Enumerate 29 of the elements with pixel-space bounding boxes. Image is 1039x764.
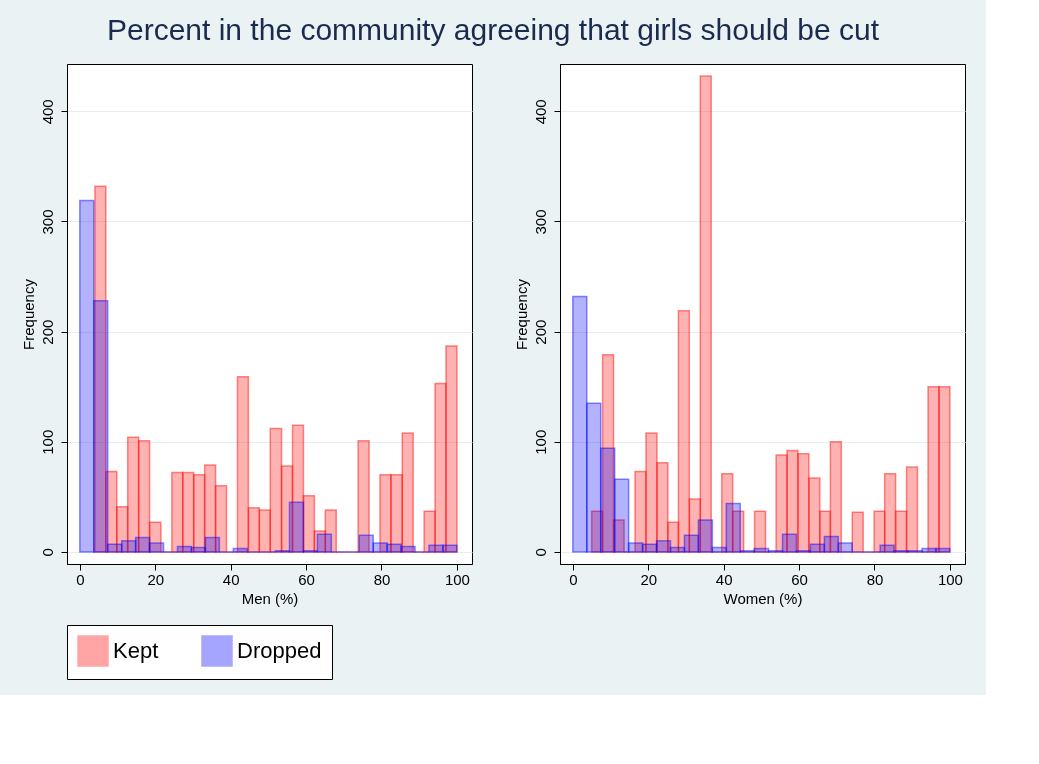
y-tick-label: 200	[531, 319, 549, 345]
x-tick-label: 100	[937, 570, 963, 588]
x-tick-label: 80	[866, 570, 884, 588]
y-tick-label: 400	[38, 99, 56, 125]
legend-label: Kept	[113, 638, 159, 663]
x-tick-label: 100	[444, 570, 470, 588]
x-axis-title: Women (%)	[723, 589, 803, 607]
x-tick-label: 60	[791, 570, 808, 588]
y-tick-label: 300	[38, 209, 56, 235]
y-tick-label: 100	[38, 429, 56, 455]
x-tick-label: 40	[222, 570, 240, 588]
y-tick-label: 300	[531, 209, 549, 235]
x-tick-label: 40	[715, 570, 733, 588]
x-tick-label: 0	[569, 570, 578, 588]
x-axis-title: Men (%)	[241, 589, 299, 607]
y-axis-title: Frequency	[512, 278, 530, 350]
y-tick-label: 400	[531, 99, 549, 125]
y-axis-title: Frequency	[19, 278, 37, 350]
x-tick-label: 80	[373, 570, 391, 588]
y-tick-label: 200	[38, 319, 56, 345]
x-tick-label: 20	[147, 570, 165, 588]
y-tick-label: 100	[531, 429, 549, 455]
x-tick-label: 0	[76, 570, 85, 588]
legend-label: Dropped	[237, 638, 322, 663]
y-tick-label: 0	[531, 548, 549, 557]
x-tick-label: 60	[298, 570, 315, 588]
chart-title: Percent in the community agreeing that girls should be cut	[106, 12, 880, 46]
x-tick-label: 20	[640, 570, 658, 588]
y-tick-label: 0	[38, 548, 56, 557]
